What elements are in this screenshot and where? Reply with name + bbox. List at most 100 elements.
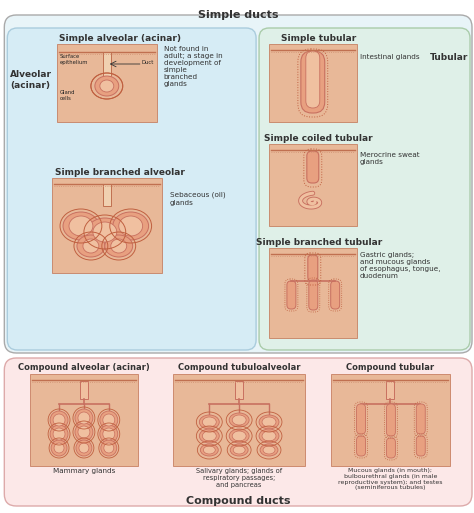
Text: Compound tubuloalveolar: Compound tubuloalveolar [178, 363, 301, 372]
Text: Simple tubular: Simple tubular [281, 34, 356, 43]
Text: Compound ducts: Compound ducts [186, 496, 291, 506]
Circle shape [54, 443, 64, 453]
Ellipse shape [119, 216, 143, 236]
Text: Merocrine sweat
glands: Merocrine sweat glands [360, 152, 419, 165]
FancyBboxPatch shape [356, 436, 365, 456]
Text: Gastric glands;
and mucous glands
of esophagus, tongue,
duodenum: Gastric glands; and mucous glands of eso… [360, 252, 440, 279]
Ellipse shape [200, 429, 219, 443]
Text: Salivary glands; glands of
respiratory passages;
and pancreas: Salivary glands; glands of respiratory p… [196, 468, 282, 488]
Text: Simple ducts: Simple ducts [198, 10, 278, 20]
Ellipse shape [229, 413, 249, 427]
Ellipse shape [203, 446, 215, 454]
Ellipse shape [263, 446, 275, 454]
Text: Simple branched alveolar: Simple branched alveolar [55, 168, 185, 177]
Circle shape [78, 426, 90, 438]
Ellipse shape [93, 222, 117, 242]
FancyBboxPatch shape [4, 15, 472, 353]
Text: Mammary glands: Mammary glands [53, 468, 115, 474]
FancyBboxPatch shape [331, 281, 340, 309]
Ellipse shape [77, 235, 105, 257]
Circle shape [76, 440, 92, 456]
Ellipse shape [200, 415, 219, 429]
FancyBboxPatch shape [307, 151, 319, 183]
FancyBboxPatch shape [309, 280, 318, 310]
Bar [386, 381, 394, 399]
Bar [269, 248, 356, 338]
Ellipse shape [260, 444, 278, 456]
Circle shape [53, 428, 65, 440]
Text: Intestinal glands: Intestinal glands [360, 54, 419, 60]
Ellipse shape [233, 446, 245, 454]
Text: Simple alveolar (acinar): Simple alveolar (acinar) [59, 34, 181, 43]
Ellipse shape [111, 239, 127, 253]
Circle shape [75, 409, 93, 427]
FancyBboxPatch shape [259, 28, 470, 350]
Circle shape [100, 425, 118, 443]
FancyBboxPatch shape [7, 28, 256, 350]
Text: Gland
cells: Gland cells [60, 90, 75, 101]
FancyBboxPatch shape [308, 255, 318, 281]
FancyBboxPatch shape [416, 436, 425, 456]
Ellipse shape [87, 218, 123, 246]
Bar [269, 144, 356, 226]
Text: Duct: Duct [141, 61, 154, 66]
Text: Surface
epithelium: Surface epithelium [60, 54, 89, 65]
FancyBboxPatch shape [386, 404, 395, 436]
FancyBboxPatch shape [356, 404, 365, 434]
Circle shape [75, 423, 93, 441]
Bar [103, 184, 111, 206]
Circle shape [79, 443, 89, 453]
Ellipse shape [113, 212, 149, 240]
Circle shape [101, 440, 117, 456]
FancyBboxPatch shape [287, 281, 296, 309]
Text: Compound alveolar (acinar): Compound alveolar (acinar) [18, 363, 150, 372]
Circle shape [50, 411, 68, 429]
Ellipse shape [262, 417, 276, 427]
Text: Tubular: Tubular [429, 53, 468, 63]
Bar [235, 381, 243, 399]
Circle shape [103, 428, 115, 440]
FancyBboxPatch shape [416, 404, 425, 434]
Bar [80, 381, 88, 399]
Text: Simple coiled tubular: Simple coiled tubular [264, 134, 373, 143]
Text: Not found in
adult; a stage in
development of
simple
branched
glands: Not found in adult; a stage in developme… [164, 46, 222, 87]
Circle shape [104, 443, 114, 453]
Ellipse shape [230, 444, 248, 456]
Ellipse shape [229, 429, 249, 443]
Bar [103, 52, 111, 76]
Bar [269, 44, 356, 122]
Text: Alveolar
(acinar): Alveolar (acinar) [10, 70, 52, 90]
Circle shape [50, 425, 68, 443]
Ellipse shape [262, 431, 276, 441]
Text: Mucous glands (in mouth);
bulbourethral glands (in male
reproductive system); an: Mucous glands (in mouth); bulbourethral … [338, 468, 443, 490]
FancyBboxPatch shape [306, 51, 320, 108]
FancyBboxPatch shape [4, 358, 472, 506]
Ellipse shape [259, 429, 279, 443]
Bar [30, 374, 137, 466]
Circle shape [53, 414, 65, 426]
Circle shape [78, 412, 90, 424]
Circle shape [51, 440, 67, 456]
Ellipse shape [202, 417, 216, 427]
Ellipse shape [232, 415, 246, 425]
Ellipse shape [63, 212, 99, 240]
Ellipse shape [201, 444, 218, 456]
FancyBboxPatch shape [301, 51, 325, 113]
Ellipse shape [95, 76, 119, 96]
Bar [173, 374, 305, 466]
Ellipse shape [232, 431, 246, 441]
Ellipse shape [105, 235, 133, 257]
FancyBboxPatch shape [386, 438, 395, 458]
Circle shape [103, 414, 115, 426]
Circle shape [100, 411, 118, 429]
Ellipse shape [100, 80, 114, 92]
Bar [57, 44, 156, 122]
Text: Sebaceous (oil)
glands: Sebaceous (oil) glands [170, 192, 225, 206]
Ellipse shape [83, 239, 99, 253]
Bar [52, 178, 162, 273]
Text: Simple branched tubular: Simple branched tubular [255, 238, 382, 247]
Ellipse shape [69, 216, 93, 236]
Bar [331, 374, 450, 466]
Ellipse shape [202, 431, 216, 441]
Ellipse shape [259, 415, 279, 429]
